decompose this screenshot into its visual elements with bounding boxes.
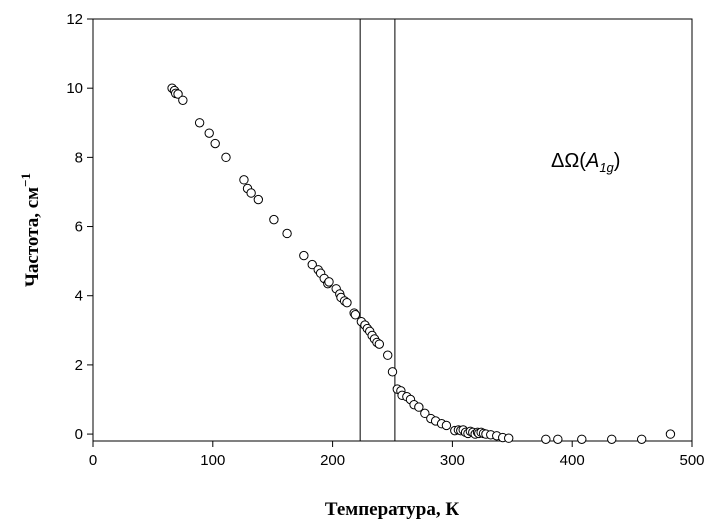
x-tick-label: 200 xyxy=(320,452,345,469)
y-tick-label: 10 xyxy=(66,80,83,97)
data-point xyxy=(414,402,424,412)
y-tick-label: 2 xyxy=(75,357,83,374)
data-point xyxy=(607,434,617,444)
data-point xyxy=(246,188,256,198)
y-tick-label: 4 xyxy=(75,288,83,305)
annotation-delta: ΔΩ( xyxy=(551,150,586,172)
data-point xyxy=(239,175,249,185)
annotation-sub: 1g xyxy=(599,160,614,175)
y-axis-title-sup: −1 xyxy=(18,173,33,187)
data-point xyxy=(577,434,587,444)
x-axis-title: Температура, К xyxy=(325,499,459,520)
y-axis-title-main: Частота, см xyxy=(22,187,43,287)
data-point xyxy=(504,433,514,443)
annotation: ΔΩ(A1g) xyxy=(551,150,620,175)
data-point xyxy=(636,434,647,444)
data-point xyxy=(178,95,188,105)
vertical-lines xyxy=(359,19,396,441)
x-tick-label: 100 xyxy=(200,452,225,469)
x-tick-label: 0 xyxy=(89,452,97,469)
y-tick-label: 12 xyxy=(66,11,83,28)
y-axis-title: Частота, см−1 xyxy=(18,173,43,287)
x-axis-ticks: 0 100 200 300 400 500 xyxy=(89,441,705,469)
annotation-close: ) xyxy=(614,150,621,172)
data-point xyxy=(253,194,264,205)
plot-area xyxy=(92,18,693,442)
annotation-a: A xyxy=(585,150,599,172)
x-tick-label: 300 xyxy=(440,452,465,469)
data-point xyxy=(553,434,563,444)
data-point xyxy=(210,138,220,149)
data-point xyxy=(324,277,334,287)
data-point xyxy=(221,152,231,163)
data-point xyxy=(342,297,352,308)
data-point xyxy=(374,339,385,349)
data-point xyxy=(299,250,309,261)
data-point xyxy=(269,214,279,225)
data-point xyxy=(350,310,361,320)
data-point xyxy=(665,429,676,439)
y-axis-ticks: 0 2 4 6 8 10 12 xyxy=(66,11,93,443)
x-tick-label: 400 xyxy=(560,452,585,469)
data-point xyxy=(194,118,205,128)
data-point xyxy=(541,434,551,444)
y-tick-label: 0 xyxy=(75,426,83,443)
data-point xyxy=(441,420,452,431)
data-point xyxy=(307,259,317,270)
y-tick-label: 8 xyxy=(75,149,83,166)
data-point xyxy=(204,128,214,138)
data-point xyxy=(282,228,292,239)
data-point xyxy=(383,350,393,360)
y-tick-label: 6 xyxy=(75,219,83,236)
data-point xyxy=(387,367,398,377)
data-point xyxy=(173,89,183,99)
data-point xyxy=(420,408,430,419)
data-points xyxy=(167,83,676,444)
x-tick-label: 500 xyxy=(679,452,704,469)
